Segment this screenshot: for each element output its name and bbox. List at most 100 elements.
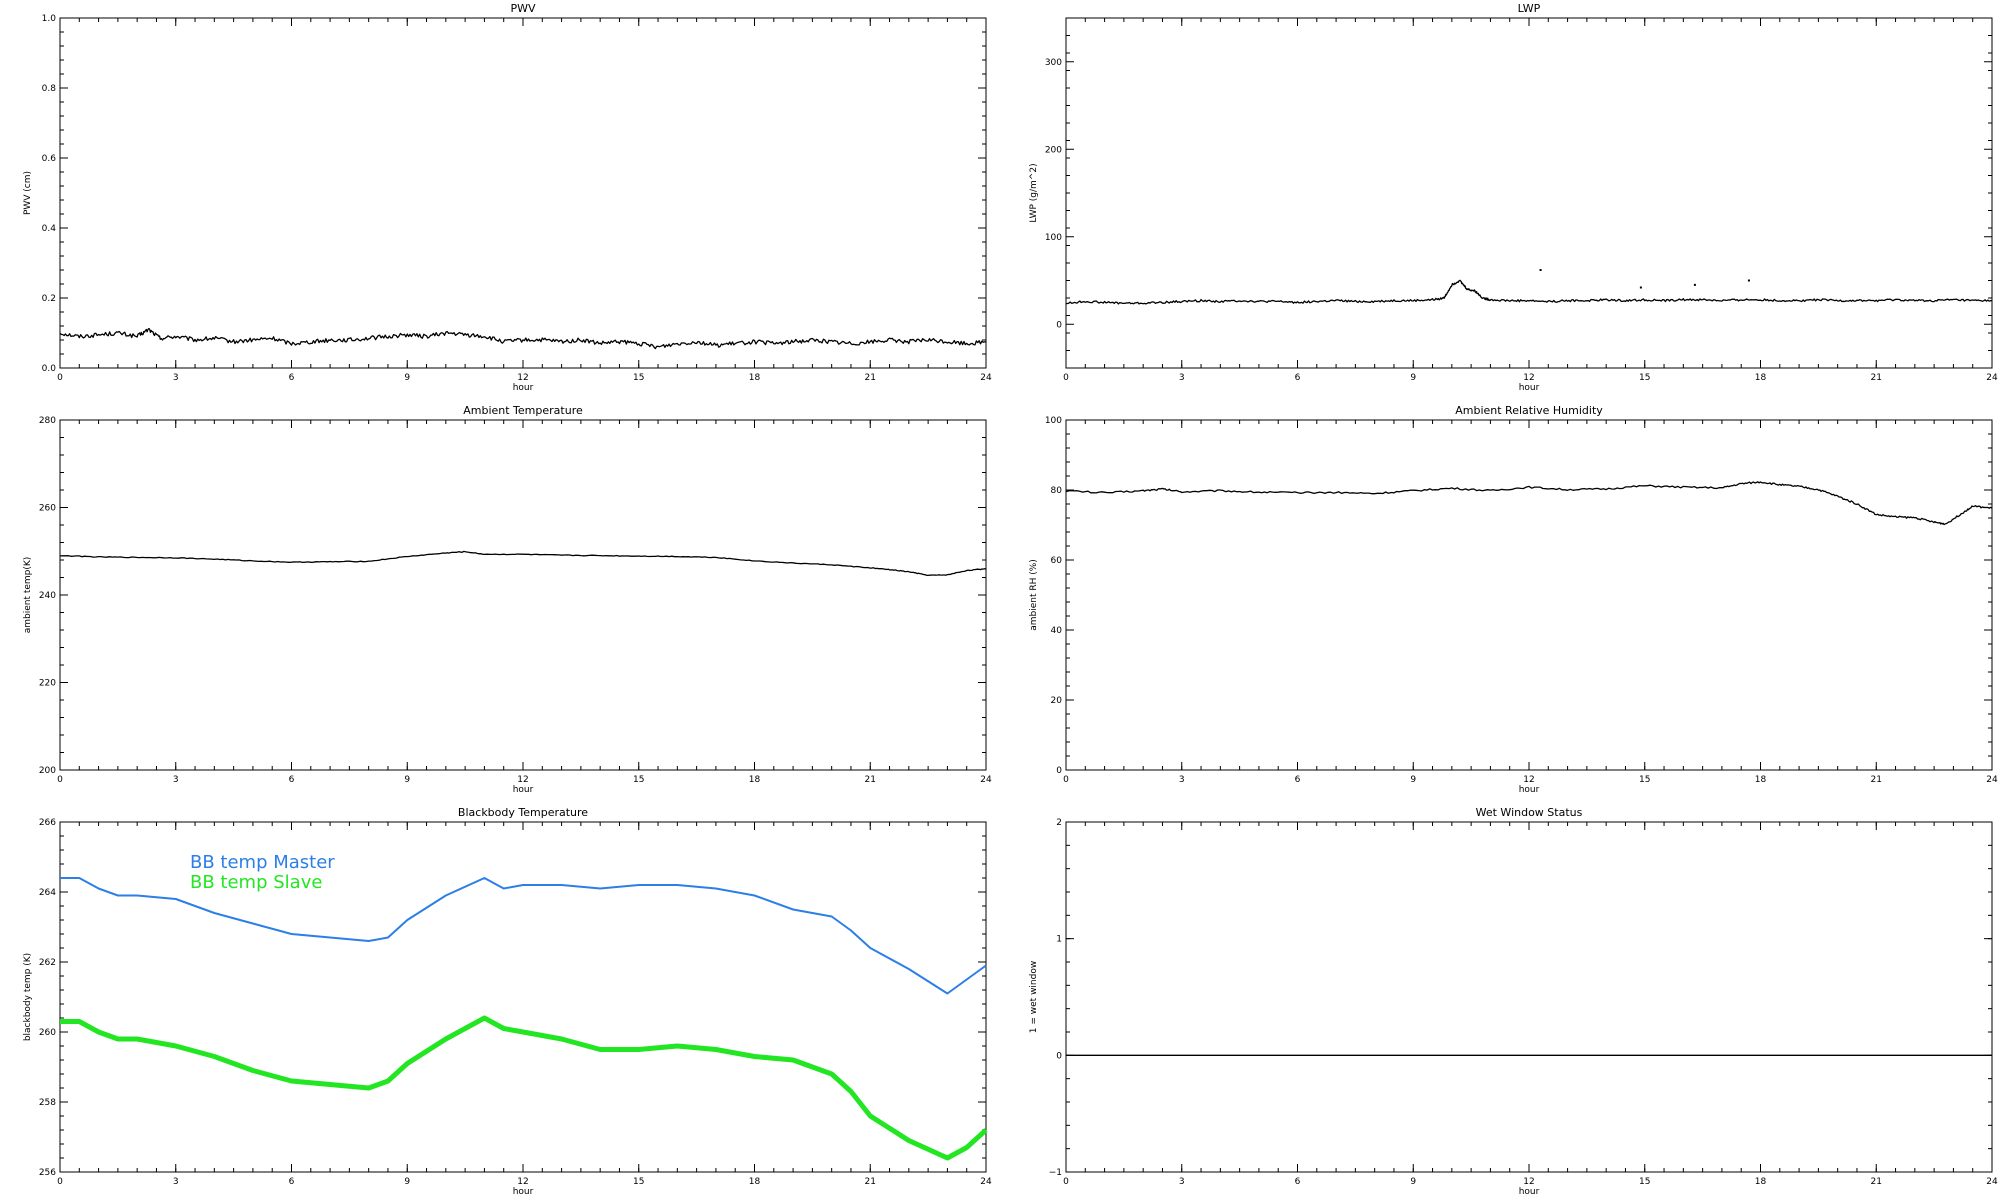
- y-tick-label: 100: [1045, 233, 1062, 243]
- y-tick-label: 2: [1056, 818, 1062, 828]
- y-tick-label: 100: [1045, 416, 1062, 426]
- y-tick-label: 260: [39, 504, 56, 514]
- y-tick-label: 0.4: [42, 224, 57, 234]
- x-tick-label: 0: [57, 373, 63, 383]
- chart-title: PWV: [510, 2, 536, 15]
- y-axis-label: ambient temp(K): [23, 557, 33, 634]
- y-axis-label: blackbody temp (K): [23, 953, 33, 1041]
- plot-frame: [1065, 821, 1993, 1173]
- x-tick-label: 21: [865, 373, 876, 383]
- y-axis-label: ambient RH (%): [1029, 559, 1039, 631]
- y-tick-label: 220: [39, 679, 56, 689]
- x-tick-label: 0: [57, 775, 63, 785]
- x-tick-label: 21: [1871, 775, 1882, 785]
- y-axis-label: PWV (cm): [23, 171, 33, 215]
- x-tick-label: 18: [749, 1177, 761, 1187]
- x-tick-label: 9: [1410, 1177, 1416, 1187]
- x-axis-label: hour: [1519, 1187, 1540, 1197]
- y-tick-label: 0.0: [42, 364, 57, 374]
- data-point: [1747, 279, 1750, 282]
- x-axis-label: hour: [1519, 785, 1540, 795]
- y-tick-label: 258: [39, 1098, 56, 1108]
- x-tick-label: 24: [1986, 1177, 1998, 1187]
- x-tick-label: 3: [173, 1177, 179, 1187]
- x-tick-label: 12: [1523, 1177, 1534, 1187]
- y-tick-label: 200: [39, 766, 56, 776]
- x-tick-label: 15: [633, 373, 644, 383]
- y-tick-label: 40: [1051, 626, 1063, 636]
- x-tick-label: 24: [980, 775, 992, 785]
- chart-title: LWP: [1518, 2, 1541, 15]
- y-tick-label: −1: [1049, 1168, 1062, 1178]
- y-tick-label: 240: [39, 591, 56, 601]
- x-tick-label: 15: [1639, 1177, 1650, 1187]
- chart-panel-ambient-temperature: Ambient Temperature 0 3 6 9 12 15 18 21 24 hour 200…: [23, 404, 992, 795]
- x-axis-label: hour: [513, 1187, 534, 1197]
- chart-title: Wet Window Status: [1476, 806, 1583, 819]
- plot-frame: [1065, 17, 1993, 369]
- y-axis-label: LWP (g/m^2): [1029, 163, 1039, 222]
- x-tick-label: 21: [865, 1177, 876, 1187]
- x-tick-label: 6: [289, 775, 295, 785]
- chart-title: Ambient Relative Humidity: [1455, 404, 1603, 417]
- x-tick-label: 24: [980, 373, 992, 383]
- y-tick-label: 0.6: [42, 154, 57, 164]
- x-axis-label: hour: [513, 383, 534, 393]
- series-line: [60, 1015, 988, 1161]
- x-tick-label: 3: [1179, 1177, 1185, 1187]
- x-tick-label: 0: [57, 1177, 63, 1187]
- series-line: [60, 877, 987, 995]
- y-tick-label: 260: [39, 1028, 56, 1038]
- y-tick-label: 264: [39, 888, 56, 898]
- x-tick-label: 0: [1063, 1177, 1069, 1187]
- x-tick-label: 18: [1755, 1177, 1767, 1187]
- x-tick-label: 24: [980, 1177, 992, 1187]
- x-tick-label: 9: [1410, 373, 1416, 383]
- y-tick-label: 0: [1056, 320, 1062, 330]
- y-tick-label: 262: [39, 958, 56, 968]
- x-axis-label: hour: [1519, 383, 1540, 393]
- series-line: [59, 327, 987, 350]
- legend-entry: BB temp Master: [190, 852, 335, 873]
- x-tick-label: 18: [749, 775, 761, 785]
- y-tick-label: 1: [1056, 935, 1062, 945]
- x-tick-label: 21: [865, 775, 876, 785]
- y-axis-label: 1 = wet window: [1029, 961, 1039, 1033]
- x-tick-label: 21: [1871, 1177, 1882, 1187]
- x-tick-label: 18: [1755, 373, 1767, 383]
- data-point: [1639, 286, 1642, 289]
- chart-title: Blackbody Temperature: [458, 806, 588, 819]
- legend-entry: BB temp Slave: [190, 872, 322, 893]
- x-tick-label: 6: [289, 373, 295, 383]
- chart-title: Ambient Temperature: [463, 404, 583, 417]
- y-tick-label: 80: [1051, 486, 1063, 496]
- x-tick-label: 3: [173, 775, 179, 785]
- x-tick-label: 9: [404, 1177, 410, 1187]
- x-tick-label: 3: [1179, 775, 1185, 785]
- chart-panel-pwv: PWV 0 3 6 9 12 15 18 21 24 hour 0.0 0.2 0.4 0.6 0.8 1.0 P…: [23, 2, 992, 393]
- y-tick-label: 60: [1051, 556, 1063, 566]
- x-tick-label: 12: [517, 1177, 528, 1187]
- x-tick-label: 24: [1986, 775, 1998, 785]
- data-point: [1539, 269, 1542, 271]
- x-tick-label: 12: [517, 373, 528, 383]
- x-tick-label: 18: [749, 373, 761, 383]
- x-tick-label: 15: [633, 1177, 644, 1187]
- y-tick-label: 0: [1056, 766, 1062, 776]
- y-tick-label: 266: [39, 818, 56, 828]
- x-tick-label: 6: [289, 1177, 295, 1187]
- y-tick-label: 280: [39, 416, 56, 426]
- x-tick-label: 15: [1639, 373, 1650, 383]
- data-point: [1693, 283, 1696, 286]
- series-line: [59, 550, 986, 577]
- x-tick-label: 6: [1295, 373, 1301, 383]
- x-tick-label: 0: [1063, 775, 1069, 785]
- x-tick-label: 0: [1063, 373, 1069, 383]
- y-tick-label: 300: [1045, 58, 1062, 68]
- y-tick-label: 0.2: [42, 294, 56, 304]
- x-tick-label: 9: [1410, 775, 1416, 785]
- y-tick-label: 0.8: [42, 84, 57, 94]
- plot-frame: [59, 17, 987, 369]
